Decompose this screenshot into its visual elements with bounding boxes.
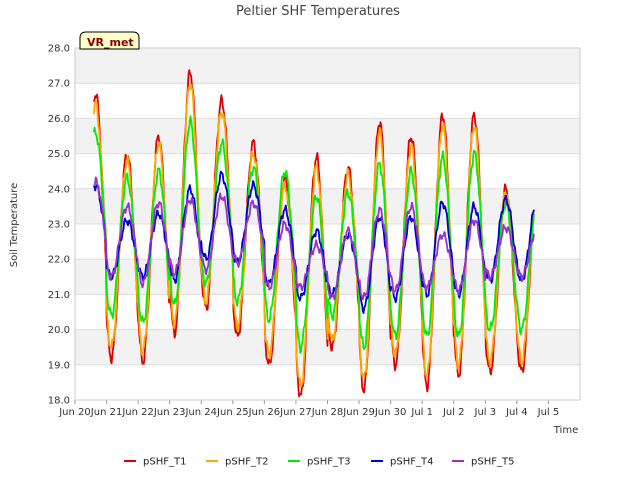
y-tick-label: 22.0 xyxy=(48,255,70,266)
y-tick-label: 25.0 xyxy=(48,149,70,160)
x-tick-label: Jun 26 xyxy=(248,407,281,418)
x-tick-label: Jun 20 xyxy=(58,407,91,418)
chart-title: Peltier SHF Temperatures xyxy=(236,4,400,19)
series-line-pSHF_T3 xyxy=(93,115,535,354)
series-line-pSHF_T5 xyxy=(93,176,535,301)
y-axis-ticks: 18.0 19.0 20.0 21.0 22.0 23.0 24.0 25.0 26.0 27.0… xyxy=(48,44,70,407)
x-tick-label: Jul 2 xyxy=(442,407,465,418)
badge-label: VR_met xyxy=(87,36,134,49)
x-tick-label: Jul 3 xyxy=(474,407,497,418)
plot-band xyxy=(75,83,580,119)
y-tick-label: 24.0 xyxy=(48,184,70,195)
y-tick-label: 28.0 xyxy=(48,44,70,55)
legend-label-pSHF_T5: pSHF_T5 xyxy=(471,457,514,468)
legend-label-pSHF_T2: pSHF_T2 xyxy=(225,457,268,468)
plot-band xyxy=(75,48,580,84)
x-axis-title: Time xyxy=(553,425,578,436)
y-tick-label: 23.0 xyxy=(48,220,70,231)
plot-band xyxy=(75,118,580,154)
x-tick-label: Jun 27 xyxy=(279,407,312,418)
y-tick-label: 20.0 xyxy=(48,325,70,336)
x-axis-ticks: Jun 20 Jun 21 Jun 22 Jun 23 Jun 24 Jun 25 Jun … xyxy=(58,400,559,418)
x-tick-label: Jul 4 xyxy=(505,407,528,418)
x-tick-label: Jul 5 xyxy=(537,407,560,418)
x-tick-label: Jun 24 xyxy=(184,407,217,418)
badge: VR_met xyxy=(79,31,140,50)
x-tick-label: Jun 23 xyxy=(153,407,186,418)
x-tick-label: Jun 22 xyxy=(121,407,154,418)
x-tick-label: Jun 21 xyxy=(90,407,123,418)
x-tick-label: Jun 30 xyxy=(374,407,407,418)
y-tick-label: 19.0 xyxy=(48,360,70,371)
x-tick-label: Jul 1 xyxy=(410,407,433,418)
series-lines xyxy=(93,69,535,398)
legend-label-pSHF_T3: pSHF_T3 xyxy=(307,457,350,468)
y-axis-title: Soil Temperature xyxy=(9,183,20,268)
badge-box xyxy=(79,31,140,50)
x-tick-label: Jun 25 xyxy=(216,407,249,418)
x-tick-label: Jun 28 xyxy=(311,407,344,418)
legend: pSHF_T1 pSHF_T2 pSHF_T3 pSHF_T4 pSHF_T5 xyxy=(124,457,514,468)
legend-label-pSHF_T1: pSHF_T1 xyxy=(143,457,186,468)
plot-band xyxy=(75,153,580,189)
plot-frame xyxy=(74,47,581,401)
y-tick-label: 21.0 xyxy=(48,290,70,301)
plot-band xyxy=(75,364,580,400)
legend-label-pSHF_T4: pSHF_T4 xyxy=(390,457,433,468)
y-tick-label: 18.0 xyxy=(48,396,70,407)
y-tick-label: 27.0 xyxy=(48,79,70,90)
x-tick-label: Jun 29 xyxy=(342,407,375,418)
y-tick-label: 26.0 xyxy=(48,114,70,125)
